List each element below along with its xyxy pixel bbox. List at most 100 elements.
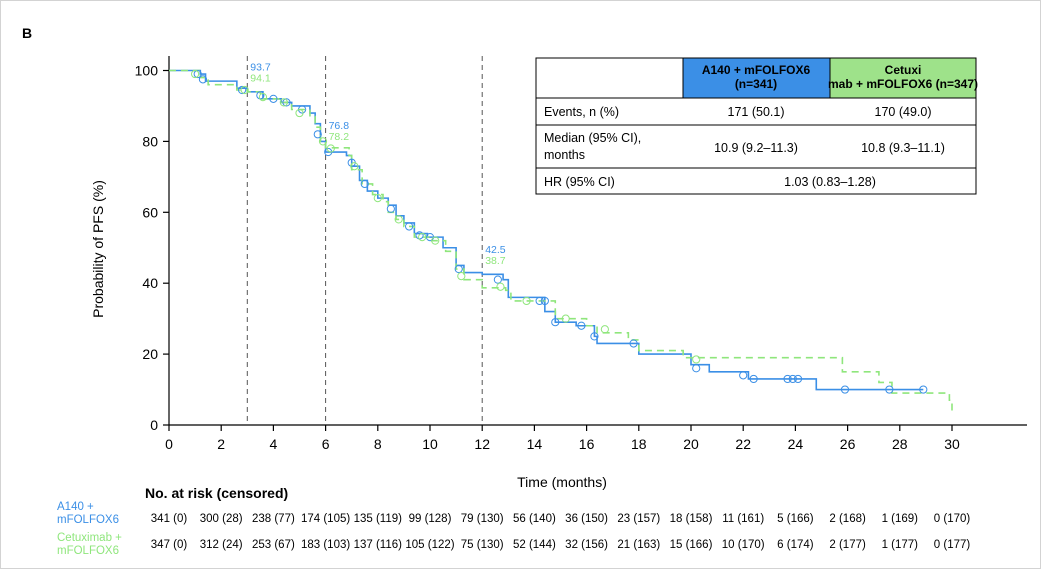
x-tick-label: 10 — [422, 436, 438, 452]
risk-value-a140: 1 (169) — [882, 513, 919, 525]
risk-value-cetuximab: 6 (174) — [777, 539, 814, 551]
risk-value-a140: 135 (119) — [354, 513, 403, 525]
risk-value-cetuximab: 312 (24) — [200, 539, 243, 551]
risk-value-cetuximab: 21 (163) — [617, 539, 660, 551]
censor-mark-a140 — [739, 371, 748, 380]
x-tick-label: 30 — [944, 436, 960, 452]
risk-value-a140: 99 (128) — [409, 513, 452, 525]
censor-mark-a140 — [454, 264, 463, 274]
panel-label: B — [22, 25, 32, 41]
x-tick-label: 26 — [840, 436, 856, 452]
x-axis-title: Time (months) — [517, 474, 607, 490]
risk-value-cetuximab: 347 (0) — [151, 539, 188, 551]
landmark-label-cetuximab: 94.1 — [250, 73, 271, 85]
x-tick-label: 20 — [683, 436, 699, 452]
risk-table-title: No. at risk (censored) — [145, 485, 288, 501]
censor-mark-a140 — [540, 296, 549, 306]
row-hr-label: HR (95% CI) — [544, 175, 615, 189]
risk-row-label-cetuximab: Cetuximab + — [57, 532, 122, 544]
y-tick-label: 20 — [142, 346, 158, 362]
censor-mark-a140 — [577, 321, 586, 330]
censor-mark-a140 — [360, 179, 369, 189]
censor-mark-cetuximab — [561, 314, 570, 323]
risk-value-a140: 36 (150) — [565, 513, 608, 525]
axes — [168, 56, 1027, 426]
risk-value-a140: 79 (130) — [461, 513, 504, 525]
x-tick-label: 8 — [374, 436, 382, 452]
censor-mark-cetuximab — [496, 282, 505, 291]
censor-mark-a140 — [415, 231, 424, 240]
x-tick-label: 16 — [579, 436, 595, 452]
risk-value-cetuximab: 2 (177) — [829, 539, 866, 551]
row-median-cetuximab: 10.8 (9.3–11.1) — [861, 141, 945, 155]
censor-mark-cetuximab — [418, 233, 427, 242]
censor-mark-cetuximab — [373, 194, 382, 203]
censor-mark-cetuximab — [326, 144, 335, 153]
curve-a140 — [169, 69, 924, 391]
censor-mark-a140 — [749, 374, 758, 384]
risk-value-cetuximab: 253 (67) — [252, 539, 295, 551]
censor-mark-cetuximab — [522, 296, 531, 306]
censor-mark-a140 — [590, 332, 599, 341]
landmark-lines — [246, 56, 483, 425]
censor-mark-cetuximab — [600, 325, 609, 334]
landmark-labels: 93.794.1 76.878.2 42.538.7 — [250, 62, 505, 268]
x-tick-label: 22 — [735, 436, 751, 452]
y-tick-label: 0 — [150, 417, 158, 433]
y-tick-label: 100 — [135, 63, 159, 79]
censor-mark-a140 — [840, 385, 850, 394]
censor-mark-a140 — [386, 204, 395, 213]
censor-mark-a140 — [405, 222, 414, 231]
censor-mark-a140 — [535, 296, 544, 306]
risk-value-a140: 300 (28) — [200, 513, 243, 525]
header-line: (n=341) — [735, 77, 777, 91]
risk-value-cetuximab: 1 (177) — [882, 539, 919, 551]
censor-mark-a140 — [256, 91, 265, 100]
risk-value-a140: 23 (157) — [617, 513, 660, 525]
censor-mark-cetuximab — [258, 92, 268, 102]
x-tick-label: 4 — [270, 436, 278, 452]
censor-mark-a140 — [919, 385, 928, 394]
row-median-a140: 10.9 (9.2–11.3) — [714, 141, 798, 155]
risk-value-cetuximab: 105 (122) — [405, 539, 454, 551]
risk-value-a140: 56 (140) — [513, 513, 556, 525]
censor-mark-a140 — [198, 75, 208, 84]
risk-value-a140: 2 (168) — [829, 513, 866, 525]
row-events-label: Events, n (%) — [544, 105, 619, 119]
censor-mark-cetuximab — [457, 272, 466, 281]
censor-mark-cetuximab — [394, 215, 403, 224]
censor-mark-cetuximab — [295, 108, 304, 118]
x-tick-label: 0 — [165, 436, 173, 452]
censor-mark-a140 — [313, 130, 322, 139]
risk-row-label-cetuximab: mFOLFOX6 — [57, 545, 119, 557]
censor-mark-cetuximab — [240, 85, 249, 95]
censor-mark-a140 — [282, 98, 291, 107]
x-tick-label: 24 — [788, 436, 804, 452]
header-cetuximab-label: Cetuxi mab + mFOLFOX6 (n=347) — [828, 63, 978, 91]
landmark-label-a140: 93.7 — [250, 62, 271, 74]
censor-mark-a140 — [193, 69, 202, 79]
censor-mark-a140 — [788, 374, 797, 384]
summary-table: A140 + mFOLFOX6 (n=341) Cetuxi mab + mFOLF… — [535, 57, 978, 195]
censor-marks — [191, 69, 928, 394]
risk-value-a140: 174 (105) — [301, 513, 350, 525]
x-tick-label: 14 — [527, 436, 543, 452]
header-a140-label: A140 + mFOLFOX6 (n=341) — [702, 63, 811, 91]
censor-mark-a140 — [793, 374, 803, 384]
row-events-cetuximab: 170 (49.0) — [875, 105, 932, 119]
risk-value-a140: 238 (77) — [252, 513, 295, 525]
risk-value-a140: 5 (166) — [777, 513, 814, 525]
y-tick-label: 80 — [142, 133, 158, 149]
risk-value-cetuximab: 137 (116) — [354, 539, 403, 551]
censor-mark-a140 — [783, 374, 792, 384]
risk-value-a140: 341 (0) — [151, 513, 188, 525]
censor-mark-a140 — [551, 318, 560, 327]
y-axis-title: Probability of PFS (%) — [90, 180, 106, 318]
risk-table: No. at risk (censored) A140 + mFOLFOX6 C… — [57, 485, 970, 557]
row-median-label-2: months — [544, 148, 585, 162]
x-tick-label: 2 — [217, 436, 225, 452]
censor-mark-a140 — [885, 385, 894, 394]
header-line: Cetuxi — [885, 63, 922, 77]
risk-value-cetuximab: 75 (130) — [461, 539, 504, 551]
